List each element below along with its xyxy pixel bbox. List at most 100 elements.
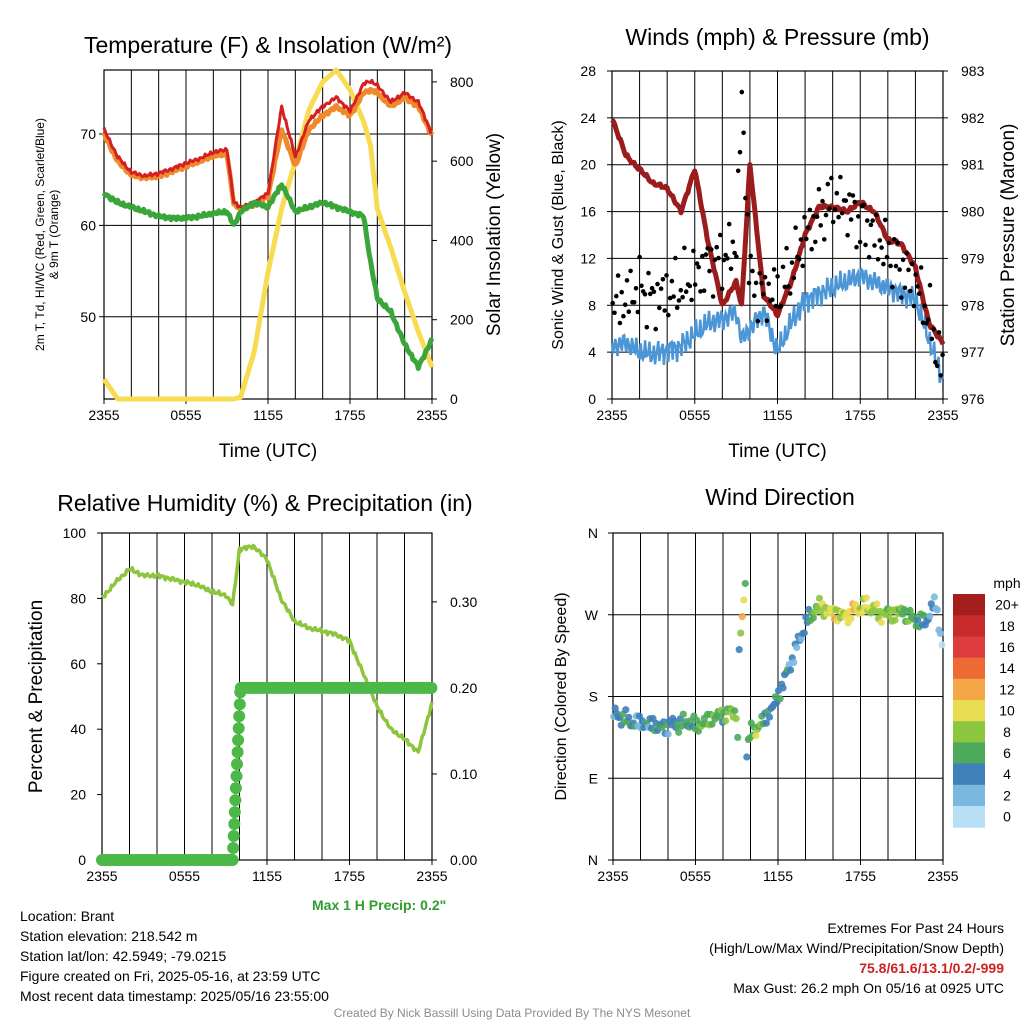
gust-point — [674, 305, 680, 311]
gust-point — [626, 309, 632, 315]
gust-point — [920, 320, 926, 326]
gust-point — [940, 352, 945, 358]
gust-point — [800, 263, 805, 269]
y-tick-label: 24 — [580, 110, 596, 126]
direction-point — [862, 594, 870, 602]
gust-point — [778, 303, 784, 309]
gust-point — [850, 193, 856, 198]
chart-title: Wind Direction — [705, 484, 855, 510]
colorbar-swatch — [953, 763, 985, 786]
colorbar-swatch — [953, 594, 985, 616]
gust-point — [917, 291, 922, 296]
y-tick-label: 80 — [70, 590, 86, 606]
gust-point — [832, 207, 838, 212]
gust-point — [714, 244, 719, 250]
y-tick-label: W — [585, 607, 599, 623]
gust-point — [922, 303, 927, 309]
y2-tick-label: 0.10 — [450, 766, 477, 782]
series-line-sonic-wind — [610, 266, 945, 384]
gust-point — [726, 221, 732, 227]
direction-point — [930, 593, 938, 601]
direction-point — [926, 612, 934, 620]
colorbar-label: 16 — [999, 639, 1015, 655]
gust-point — [648, 291, 653, 297]
colorbar-label: 4 — [1003, 766, 1011, 782]
y-tick-label: 8 — [588, 297, 596, 313]
gust-point — [845, 232, 850, 238]
gust-point — [753, 280, 759, 286]
gust-point — [796, 257, 802, 262]
x-tick-label: 1755 — [334, 868, 365, 884]
y2-tick-label: 800 — [450, 74, 474, 90]
colorbar-label: 2 — [1003, 787, 1011, 803]
series-line-solar-insolation — [101, 67, 435, 402]
x-tick-label: 0555 — [169, 868, 200, 884]
precip-point — [231, 746, 244, 759]
gust-point — [893, 263, 899, 269]
gust-point — [881, 261, 886, 267]
gust-point — [716, 255, 721, 261]
direction-point — [741, 579, 749, 588]
gust-point — [744, 211, 750, 217]
direction-point — [732, 715, 740, 723]
station-latlon: Station lat/lon: 42.5949; -79.0215 — [20, 948, 227, 964]
gust-point — [725, 256, 730, 261]
gust-point — [761, 291, 766, 297]
gust-point — [899, 295, 904, 300]
gust-point — [780, 264, 786, 270]
gust-point — [852, 199, 857, 205]
colorbar-swatch — [953, 742, 985, 765]
y-tick-label: N — [588, 525, 598, 541]
gust-point — [782, 284, 788, 290]
gust-point — [628, 268, 633, 274]
gust-point — [866, 254, 872, 260]
gust-point — [814, 214, 820, 219]
y2-tick-label: 200 — [450, 312, 474, 328]
gust-point — [798, 237, 804, 242]
gust-point — [619, 289, 624, 295]
colorbar-label: 0 — [1003, 809, 1011, 825]
y-axis-label: Direction (Colored By Speed) — [553, 592, 570, 800]
direction-point — [936, 629, 945, 638]
series-line-station-pressure — [610, 118, 946, 346]
colorbar-swatch — [953, 700, 985, 722]
extremes-title: Extremes For Past 24 Hours — [827, 920, 1004, 936]
gust-point — [770, 297, 775, 303]
gust-point — [669, 278, 675, 284]
gust-point — [918, 265, 924, 270]
gust-point — [909, 261, 915, 267]
direction-point — [891, 616, 899, 624]
gust-point — [617, 320, 623, 326]
direction-point — [765, 713, 774, 721]
x-tick-label: 1155 — [762, 407, 792, 423]
gust-point — [890, 284, 895, 290]
gust-point — [639, 283, 644, 289]
speed-colorbar: mph 20+ 18 16 14 12 10 8 6 4 2 0 — [953, 575, 1021, 828]
gust-point — [637, 254, 642, 260]
gust-point — [888, 263, 893, 269]
station-info: Location: Brant Station elevation: 218.5… — [20, 906, 329, 1006]
gust-point — [680, 294, 685, 300]
precip-point — [229, 782, 242, 795]
y-axis-label: 2m T, Td, HI/WC (Red, Green, Scarlet/Blu… — [33, 118, 61, 351]
colorbar-swatch — [953, 678, 985, 701]
gust-point — [615, 273, 621, 278]
y-tick-label: 60 — [80, 217, 96, 233]
x-tick-label: 1755 — [845, 407, 876, 423]
gust-point — [655, 281, 660, 287]
y2-axis-label: Solar Insolation (Yellow) — [484, 133, 505, 336]
gust-point — [879, 245, 884, 250]
series-line-2m-td — [101, 182, 435, 371]
gust-point — [873, 212, 879, 218]
gust-point — [882, 217, 888, 223]
precip-point — [233, 698, 246, 711]
precip-point — [231, 758, 243, 771]
y2-tick-label: 981 — [961, 157, 985, 173]
y-tick-label: E — [589, 770, 598, 786]
direction-point — [664, 730, 672, 738]
gust-point — [667, 295, 673, 301]
direction-point — [906, 606, 914, 615]
precip-point — [233, 710, 246, 723]
gust-point — [827, 206, 832, 211]
